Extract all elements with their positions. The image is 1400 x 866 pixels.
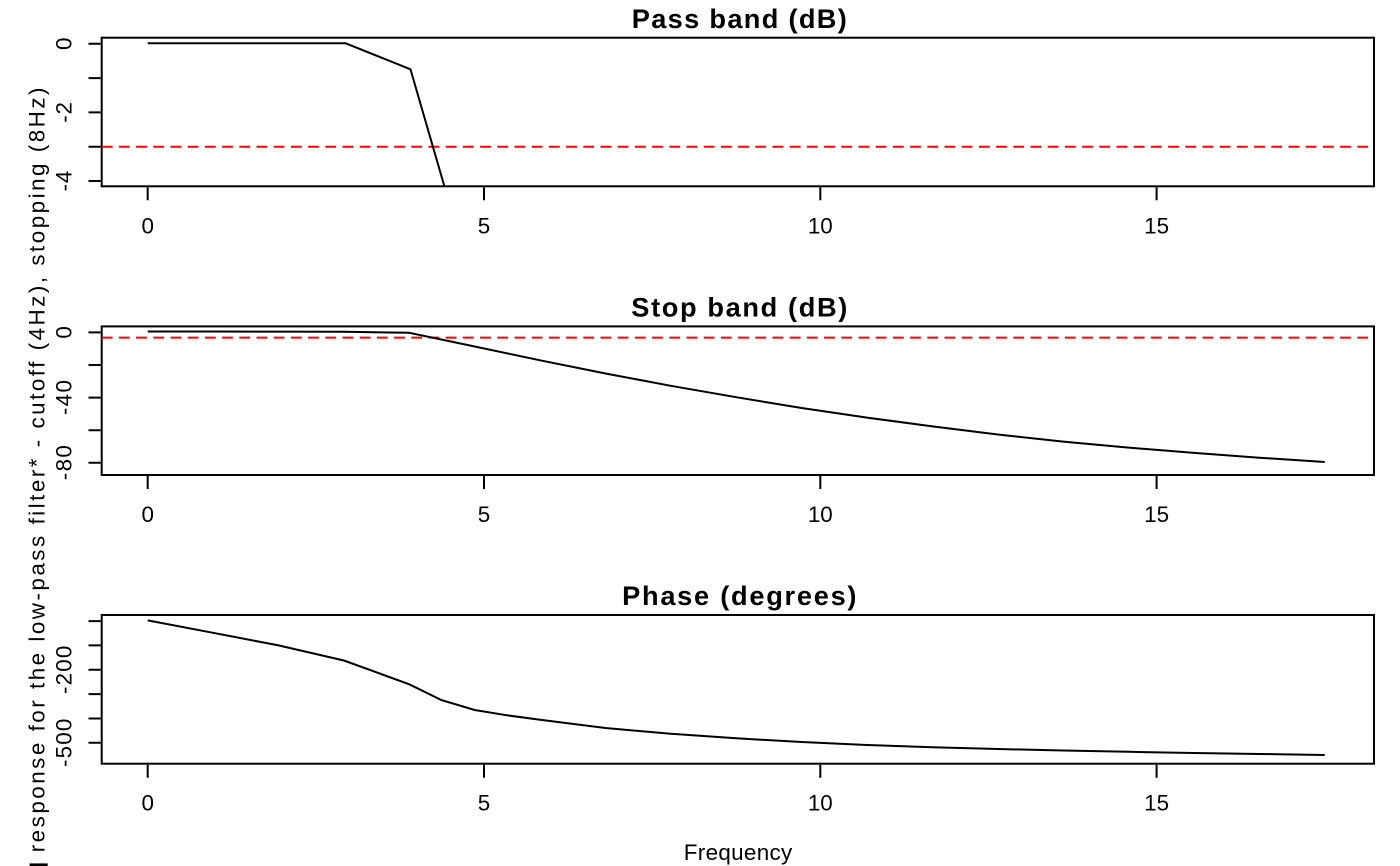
svg-text:-80: -80 (52, 445, 77, 480)
svg-text:5: 5 (478, 213, 490, 238)
svg-text:Stop band (dB): Stop band (dB) (631, 292, 847, 323)
svg-text:15: 15 (1144, 213, 1169, 238)
svg-text:-40: -40 (52, 380, 77, 415)
svg-text:-200: -200 (52, 646, 77, 694)
svg-text:15: 15 (1144, 502, 1169, 527)
svg-text:Frequency: Frequency (684, 840, 793, 865)
svg-text:15: 15 (1144, 791, 1169, 816)
svg-text:5: 5 (478, 791, 490, 816)
svg-text:-2: -2 (52, 102, 77, 123)
svg-text:0: 0 (52, 38, 77, 50)
svg-text:-500: -500 (52, 719, 77, 767)
svg-text:0: 0 (141, 791, 153, 816)
svg-text:10: 10 (808, 791, 833, 816)
svg-text:5: 5 (478, 502, 490, 527)
svg-text:10: 10 (808, 502, 833, 527)
svg-text:Pass band (dB): Pass band (dB) (632, 3, 847, 34)
svg-text:0: 0 (52, 326, 77, 338)
svg-text:Phase (degrees): Phase (degrees) (622, 580, 856, 611)
svg-text:-4: -4 (52, 171, 77, 192)
svg-text:0: 0 (141, 502, 153, 527)
svg-text:0: 0 (141, 213, 153, 238)
svg-text:10: 10 (808, 213, 833, 238)
svg-text:response for the low-pass filt: response for the low-pass filter* - cuto… (24, 88, 49, 853)
